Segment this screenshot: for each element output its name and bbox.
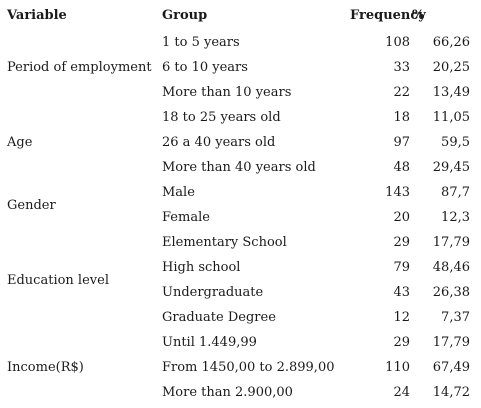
table-header: Variable Group Frequency % bbox=[0, 0, 481, 30]
table-row: 6 to 10 years 33 20,25 bbox=[0, 55, 481, 80]
frequency-cell: 97 bbox=[393, 135, 410, 150]
frequency-cell: 43 bbox=[393, 285, 410, 300]
frequency-cell: 22 bbox=[393, 85, 410, 100]
group-cell: More than 2.900,00 bbox=[162, 385, 293, 400]
table-row: Female 20 12,3 bbox=[0, 205, 481, 230]
variable-cell: Education level bbox=[7, 272, 109, 288]
group-cell: Female bbox=[162, 210, 210, 225]
group-cell: From 1450,00 to 2.899,00 bbox=[162, 360, 335, 375]
group-cell: 18 to 25 years old bbox=[162, 110, 281, 125]
frequency-cell: 79 bbox=[393, 260, 410, 275]
percent-cell: 7,37 bbox=[441, 310, 470, 325]
group-cell: Elementary School bbox=[162, 235, 287, 250]
frequency-cell: 110 bbox=[385, 360, 410, 375]
percent-cell: 67,49 bbox=[432, 360, 470, 375]
table-row: More than 10 years 22 13,49 bbox=[0, 80, 481, 105]
percent-cell: 11,05 bbox=[432, 110, 470, 125]
table-row: Age 18 to 25 years old 18 11,05 bbox=[0, 105, 481, 150]
table-row: Income(R$) Until 1.449,99 29 17,79 bbox=[0, 330, 481, 375]
percent-cell: 26,38 bbox=[432, 285, 470, 300]
frequency-cell: 29 bbox=[393, 235, 410, 250]
group-cell: 1 to 5 years bbox=[162, 35, 240, 50]
header-group: Group bbox=[162, 7, 208, 23]
frequency-cell: 18 bbox=[393, 110, 410, 125]
header-percent: % bbox=[412, 7, 425, 23]
group-cell: Male bbox=[162, 185, 195, 200]
variable-cell: Age bbox=[7, 135, 33, 150]
group-cell: High school bbox=[162, 260, 241, 275]
percent-cell: 13,49 bbox=[432, 85, 470, 100]
percent-cell: 14,72 bbox=[432, 385, 470, 400]
percent-cell: 87,7 bbox=[441, 185, 470, 200]
group-cell: More than 40 years old bbox=[162, 160, 316, 175]
frequency-cell: 24 bbox=[393, 385, 410, 400]
table-row: Graduate Degree 12 7,37 bbox=[0, 305, 481, 330]
percent-cell: 29,45 bbox=[432, 160, 470, 175]
frequency-cell: 20 bbox=[393, 210, 410, 225]
percent-cell: 59,5 bbox=[441, 135, 470, 150]
frequency-cell: 48 bbox=[393, 160, 410, 175]
table-row: Gender Male 143 87,7 bbox=[0, 180, 481, 213]
frequency-cell: 12 bbox=[393, 310, 410, 325]
frequency-cell: 33 bbox=[393, 60, 410, 75]
table-body: Period of employment 1 to 5 years 108 66… bbox=[0, 30, 481, 405]
table-row: More than 2.900,00 24 14,72 bbox=[0, 380, 481, 405]
header-row: Variable Group Frequency % bbox=[0, 0, 481, 30]
frequency-cell: 143 bbox=[385, 185, 410, 200]
table-row: 26 a 40 years old 97 59,5 bbox=[0, 130, 481, 155]
table-row: Period of employment 1 to 5 years 108 66… bbox=[0, 30, 481, 75]
frequency-cell: 29 bbox=[393, 335, 410, 350]
frequency-cell: 108 bbox=[385, 35, 410, 50]
variable-cell: Period of employment bbox=[7, 60, 152, 75]
variable-cell: Income(R$) bbox=[7, 360, 84, 375]
percent-cell: 12,3 bbox=[441, 210, 470, 225]
header-variable: Variable bbox=[7, 7, 67, 23]
group-cell: Graduate Degree bbox=[162, 310, 276, 325]
percent-cell: 20,25 bbox=[432, 60, 470, 75]
group-cell: 6 to 10 years bbox=[162, 60, 248, 75]
table-row: More than 40 years old 48 29,45 bbox=[0, 155, 481, 180]
group-cell: More than 10 years bbox=[162, 85, 292, 100]
percent-cell: 66,26 bbox=[432, 35, 470, 50]
percent-cell: 17,79 bbox=[432, 335, 470, 350]
percent-cell: 48,46 bbox=[432, 260, 470, 275]
table-row: Education level Elementary School 29 17,… bbox=[0, 230, 481, 288]
percent-cell: 17,79 bbox=[432, 235, 470, 250]
group-cell: 26 a 40 years old bbox=[162, 135, 276, 150]
table-row: Undergraduate 43 26,38 bbox=[0, 280, 481, 305]
group-cell: Until 1.449,99 bbox=[162, 335, 257, 350]
group-cell: Undergraduate bbox=[162, 285, 264, 300]
variable-cell: Gender bbox=[7, 197, 56, 213]
table-row: High school 79 48,46 bbox=[0, 255, 481, 280]
header-frequency: Frequency bbox=[350, 7, 426, 23]
table-row: From 1450,00 to 2.899,00 110 67,49 bbox=[0, 355, 481, 380]
